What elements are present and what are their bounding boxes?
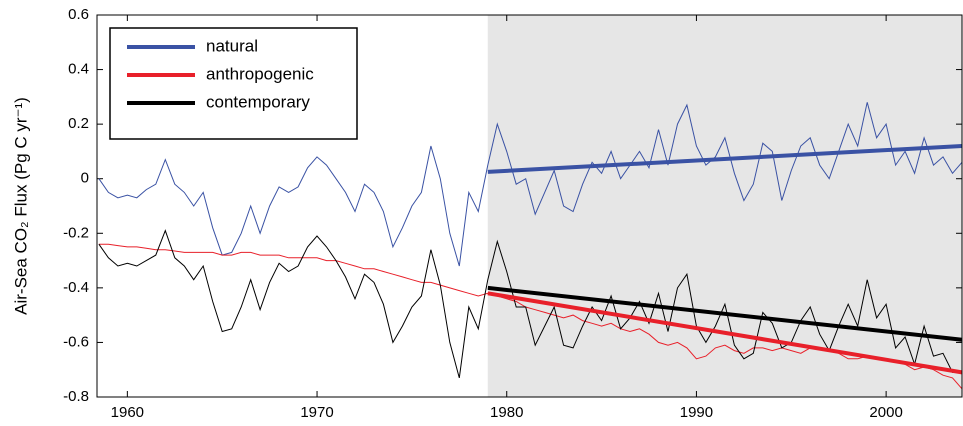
trend-line [487, 291, 963, 375]
data-line [98, 229, 962, 379]
shaded-period [487, 15, 962, 397]
legend: natural anthropogenic contemporary [109, 27, 358, 140]
y-tick-label: 0.2 [68, 115, 89, 132]
trend-line [487, 144, 963, 174]
legend-label: anthropogenic [206, 64, 314, 83]
y-tick-label: -0.6 [63, 333, 89, 350]
trend-line [487, 285, 963, 342]
y-tick-label: 0 [81, 170, 89, 187]
y-tick-label: 0.6 [68, 6, 89, 23]
y-tick-label: -0.2 [63, 224, 89, 241]
x-tick-label: 1970 [300, 404, 333, 421]
x-tick-label: 1960 [111, 404, 144, 421]
x-tick-label: 1990 [680, 404, 713, 421]
plot-frame [96, 14, 963, 398]
x-tick-label: 1980 [490, 404, 523, 421]
x-tick-label: 2000 [869, 404, 902, 421]
y-tick-label: -0.8 [63, 388, 89, 405]
data-line [98, 102, 963, 267]
legend-label: contemporary [206, 92, 310, 111]
y-tick-label: 0.4 [68, 61, 89, 78]
legend-label: natural [206, 36, 258, 55]
y-axis-label: Air-Sea CO₂ Flux (Pg C yr⁻¹) [11, 97, 30, 315]
y-tick-label: -0.4 [63, 279, 89, 296]
